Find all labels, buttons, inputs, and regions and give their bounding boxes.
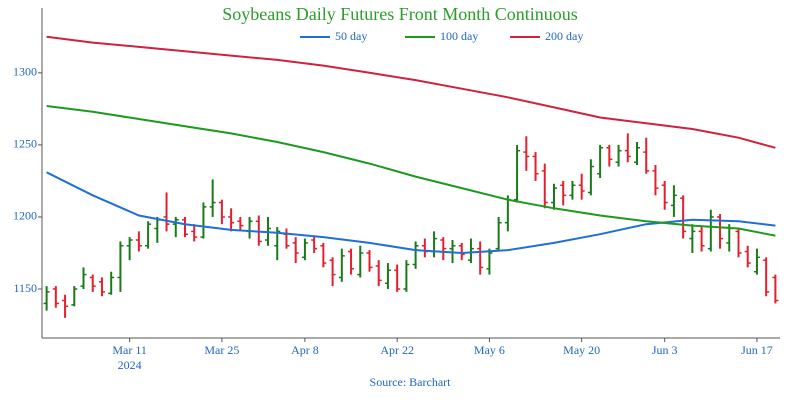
chart-title: Soybeans Daily Futures Front Month Conti… — [222, 4, 578, 24]
legend-label: 100 day — [440, 29, 478, 43]
legend-label: 200 day — [545, 29, 583, 43]
y-tick-label: 1150 — [13, 281, 37, 295]
y-tick-label: 1250 — [13, 137, 37, 151]
x-year-label: 2024 — [118, 358, 142, 372]
x-tick-label: Mar 11 — [112, 343, 147, 357]
ma-line — [46, 35, 776, 149]
ma-line — [46, 171, 776, 255]
x-tick-label: May 20 — [563, 343, 600, 357]
x-tick-label: Apr 8 — [291, 343, 319, 357]
ma-line — [46, 105, 776, 237]
x-tick-label: May 6 — [474, 343, 505, 357]
x-tick-label: Jun 17 — [741, 343, 773, 357]
legend-label: 50 day — [335, 29, 367, 43]
source-label: Source: Barchart — [370, 375, 452, 389]
y-tick-label: 1300 — [13, 65, 37, 79]
y-tick-label: 1200 — [13, 209, 37, 223]
x-tick-label: Jun 3 — [652, 343, 678, 357]
x-tick-label: Apr 22 — [380, 343, 414, 357]
x-tick-label: Mar 25 — [204, 343, 239, 357]
